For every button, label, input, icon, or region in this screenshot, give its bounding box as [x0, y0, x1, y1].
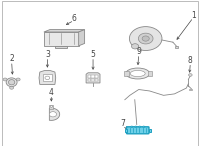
Polygon shape	[49, 108, 60, 120]
Bar	[189, 89, 192, 90]
Circle shape	[143, 126, 145, 127]
Text: 9: 9	[136, 47, 141, 56]
Circle shape	[189, 74, 192, 76]
Bar	[88, 79, 91, 81]
Bar	[124, 71, 129, 76]
Bar	[149, 129, 151, 132]
Bar	[91, 79, 95, 81]
Bar	[125, 129, 127, 132]
Text: 5: 5	[91, 50, 95, 59]
Circle shape	[50, 106, 53, 107]
Circle shape	[49, 112, 57, 117]
Circle shape	[135, 126, 137, 127]
Polygon shape	[44, 32, 79, 46]
Text: 4: 4	[49, 88, 54, 97]
Polygon shape	[44, 30, 85, 32]
Bar	[91, 75, 95, 78]
Circle shape	[139, 126, 141, 127]
Text: 6: 6	[72, 14, 77, 23]
Circle shape	[132, 44, 139, 49]
Bar	[148, 71, 152, 76]
Text: 1: 1	[191, 11, 196, 20]
Ellipse shape	[130, 70, 145, 77]
Text: 3: 3	[45, 50, 50, 59]
Polygon shape	[39, 71, 56, 84]
FancyBboxPatch shape	[127, 127, 149, 134]
Text: 2: 2	[9, 54, 14, 64]
Ellipse shape	[8, 80, 15, 85]
Circle shape	[16, 78, 20, 81]
Ellipse shape	[126, 68, 150, 79]
Circle shape	[142, 36, 149, 41]
Bar	[95, 75, 98, 78]
Circle shape	[131, 126, 133, 127]
Bar	[49, 105, 53, 109]
Circle shape	[10, 86, 14, 89]
Polygon shape	[79, 30, 85, 46]
Polygon shape	[55, 46, 67, 48]
Text: 8: 8	[188, 56, 193, 65]
Circle shape	[45, 76, 50, 80]
Text: 7: 7	[120, 118, 125, 127]
Polygon shape	[86, 73, 100, 83]
Bar	[175, 46, 178, 48]
Bar	[88, 75, 91, 78]
Ellipse shape	[6, 78, 17, 87]
Polygon shape	[43, 74, 52, 81]
Circle shape	[129, 27, 162, 50]
Circle shape	[3, 78, 7, 81]
Bar	[95, 79, 98, 81]
Circle shape	[138, 33, 153, 44]
